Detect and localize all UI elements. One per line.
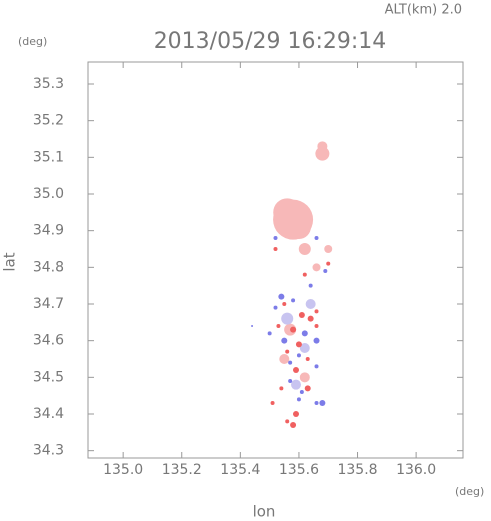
x-tick-label: 135.8	[337, 462, 377, 478]
data-point	[299, 390, 304, 394]
data-point	[314, 324, 319, 328]
data-point	[279, 386, 284, 391]
y-tick-label: 34.3	[33, 443, 64, 459]
plot-frame	[87, 61, 464, 459]
data-point	[288, 360, 293, 365]
data-point	[270, 401, 275, 405]
data-point	[314, 364, 319, 369]
data-point	[267, 331, 272, 336]
x-tick-label: 135.6	[279, 462, 319, 478]
y-tick-label: 34.9	[33, 223, 64, 239]
data-point	[304, 385, 311, 392]
y-tick-label: 35.3	[33, 76, 64, 92]
x-axis-label: lon	[253, 503, 276, 521]
data-point	[314, 236, 319, 240]
y-tick-label: 34.8	[33, 259, 64, 275]
data-point	[298, 243, 311, 255]
data-point	[291, 379, 302, 390]
data-point	[326, 261, 331, 266]
data-point	[251, 325, 254, 327]
y-unit: (deg)	[18, 35, 47, 48]
y-tick-label: 35.1	[33, 149, 64, 165]
y-tick-label: 35.0	[33, 186, 64, 202]
y-tick-label: 34.6	[33, 333, 64, 349]
data-point	[276, 324, 281, 328]
data-point	[302, 272, 307, 277]
data-point	[282, 302, 287, 306]
data-point	[307, 315, 314, 322]
y-tick-label: 34.4	[33, 406, 64, 422]
data-point	[305, 357, 310, 361]
data-point	[313, 337, 320, 344]
data-point	[323, 269, 328, 273]
data-point	[293, 411, 300, 417]
data-point	[296, 353, 301, 358]
data-point	[319, 400, 326, 406]
data-point	[278, 293, 285, 300]
data-point	[290, 422, 297, 428]
data-point	[314, 401, 319, 405]
data-point	[281, 312, 294, 325]
data-point	[273, 247, 278, 251]
data-point	[312, 263, 321, 272]
y-axis-label: lat	[1, 252, 19, 271]
data-point	[299, 372, 310, 383]
data-point	[299, 343, 310, 353]
data-point	[305, 299, 316, 309]
y-tick-label: 34.5	[33, 369, 64, 385]
data-point	[285, 349, 290, 354]
data-point	[285, 419, 290, 424]
data-point	[298, 312, 305, 318]
x-tick-label: 135.4	[220, 462, 260, 478]
data-point	[290, 326, 297, 333]
data-point	[314, 309, 319, 314]
x-tick-label: 135.2	[162, 462, 202, 478]
data-point	[317, 141, 328, 152]
data-point	[288, 379, 293, 383]
data-point	[308, 283, 313, 288]
x-tick-label: 135.0	[103, 462, 143, 478]
data-point	[315, 146, 330, 161]
data-point	[296, 397, 301, 402]
chart-title: 2013/05/29 16:29:14	[154, 29, 387, 54]
chart-subtitle: ALT(km) 2.0	[385, 3, 462, 18]
data-point	[286, 215, 311, 239]
data-point	[273, 305, 278, 310]
data-point	[281, 337, 288, 344]
data-point	[301, 330, 308, 337]
data-point	[273, 236, 278, 240]
y-tick-label: 34.7	[33, 296, 64, 312]
x-unit: (deg)	[455, 485, 484, 498]
data-point	[324, 245, 333, 253]
data-point	[291, 298, 296, 303]
x-tick-label: 136.0	[396, 462, 436, 478]
y-tick-label: 35.2	[33, 113, 64, 129]
data-point	[295, 341, 302, 348]
data-point	[293, 367, 300, 373]
data-point	[279, 354, 290, 364]
